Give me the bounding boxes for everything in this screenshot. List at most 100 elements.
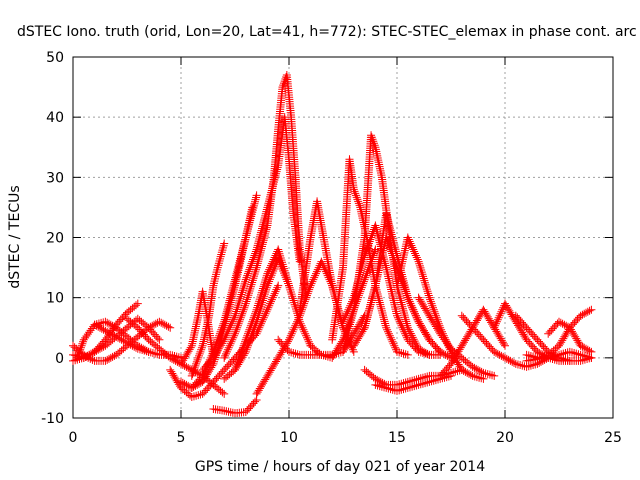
- data-point: [144, 347, 153, 356]
- data-point: [103, 318, 112, 327]
- data-point: [235, 358, 244, 367]
- data-point: [357, 329, 366, 338]
- data-point: [486, 318, 495, 327]
- data-point: [453, 358, 462, 367]
- data-point: [182, 350, 191, 359]
- data-point: [582, 344, 590, 353]
- data-point: [257, 226, 266, 235]
- data-point: [293, 350, 302, 359]
- data-point: [238, 309, 247, 318]
- data-point: [382, 235, 391, 244]
- data-point: [219, 319, 228, 328]
- data-point: [572, 349, 581, 358]
- data-point: [112, 332, 121, 341]
- data-point: [92, 346, 101, 355]
- data-point: [406, 329, 415, 338]
- data-point: [393, 347, 401, 356]
- data-point: [216, 254, 225, 263]
- data-point: [103, 355, 112, 364]
- data-point: [339, 345, 348, 354]
- data-point: [257, 300, 266, 309]
- data-point: [423, 332, 432, 341]
- data-point: [254, 237, 263, 246]
- data-point: [582, 308, 590, 317]
- data-point: [378, 309, 387, 318]
- data-point: [490, 371, 499, 380]
- data-point: [401, 287, 410, 296]
- data-point: [396, 296, 405, 305]
- data-point: [453, 349, 462, 358]
- data-point: [459, 338, 468, 347]
- data-point: [578, 351, 587, 360]
- data-point: [256, 248, 265, 257]
- data-point: [186, 343, 195, 352]
- data-point: [262, 225, 271, 234]
- data-point: [347, 314, 356, 323]
- data-point: [344, 326, 353, 335]
- data-point: [96, 344, 104, 353]
- data-point: [363, 313, 372, 322]
- data-point: [364, 241, 373, 250]
- data-point: [160, 320, 169, 329]
- data-point: [255, 309, 264, 318]
- data-point: [393, 313, 402, 322]
- data-point: [470, 372, 479, 381]
- data-point: [231, 327, 240, 336]
- data-point: [349, 185, 358, 194]
- data-point: [385, 331, 394, 340]
- data-point: [475, 366, 484, 375]
- data-point: [183, 349, 192, 358]
- data-point: [529, 352, 538, 361]
- data-point: [215, 257, 224, 266]
- data-point: [425, 377, 434, 386]
- data-point: [436, 347, 445, 356]
- data-point: [254, 386, 263, 395]
- data-point: [559, 349, 568, 358]
- data-point: [234, 260, 243, 269]
- data-point: [190, 363, 199, 372]
- data-point: [223, 302, 232, 311]
- data-point: [254, 239, 263, 248]
- data-point: [285, 283, 294, 292]
- data-point: [390, 257, 399, 266]
- data-point: [408, 243, 417, 252]
- data-point: [243, 225, 252, 234]
- data-point: [333, 344, 342, 353]
- data-point: [247, 210, 256, 219]
- data-point: [321, 265, 329, 274]
- data-point: [248, 329, 257, 338]
- data-point: [171, 374, 180, 383]
- data-point: [526, 352, 535, 361]
- data-point: [241, 299, 250, 308]
- data-point: [585, 306, 594, 315]
- data-point: [429, 318, 438, 327]
- data-point: [503, 303, 512, 312]
- data-point: [195, 349, 204, 358]
- data-point: [220, 239, 229, 248]
- data-point: [384, 329, 393, 338]
- data-point: [560, 332, 569, 341]
- data-point: [274, 254, 283, 263]
- data-point: [189, 392, 198, 401]
- data-point: [294, 313, 303, 322]
- data-point: [199, 369, 208, 378]
- data-point: [240, 279, 249, 288]
- data-point: [321, 352, 330, 361]
- data-point: [348, 312, 357, 321]
- data-point: [507, 310, 516, 319]
- data-point: [268, 269, 277, 278]
- data-point: [311, 271, 320, 280]
- data-point: [284, 279, 293, 288]
- data-point: [277, 348, 286, 357]
- data-point: [419, 274, 428, 283]
- data-point: [248, 206, 257, 215]
- data-point: [233, 362, 242, 371]
- data-point: [146, 348, 155, 357]
- data-point: [279, 267, 288, 276]
- data-point: [518, 328, 527, 337]
- y-tick-label: 50: [46, 50, 64, 66]
- data-point: [335, 311, 344, 320]
- data-point: [269, 267, 278, 276]
- data-point: [105, 319, 113, 328]
- data-point: [425, 293, 434, 302]
